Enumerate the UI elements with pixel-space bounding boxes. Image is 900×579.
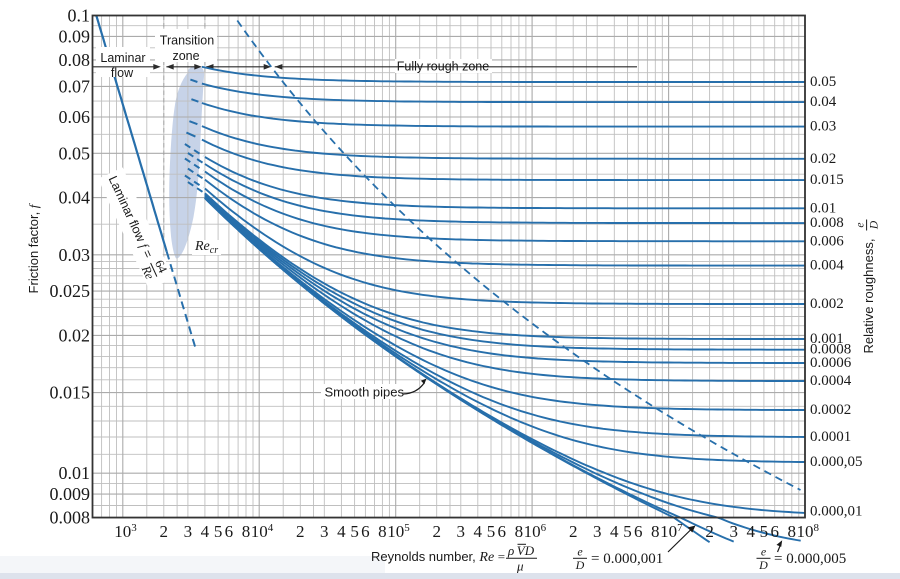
svg-text:0.008: 0.008 <box>50 508 91 528</box>
svg-text:4: 4 <box>746 522 755 541</box>
svg-text:0.006: 0.006 <box>810 233 844 249</box>
svg-text:3: 3 <box>320 522 329 541</box>
svg-text:5: 5 <box>350 522 359 541</box>
svg-text:0.002: 0.002 <box>810 296 844 312</box>
svg-text:0.015: 0.015 <box>810 172 844 188</box>
svg-text:0.000,05: 0.000,05 <box>810 454 863 470</box>
svg-text:3: 3 <box>184 522 193 541</box>
svg-text:D: D <box>575 558 585 572</box>
svg-text:0.03: 0.03 <box>59 245 91 265</box>
svg-text:0.0008: 0.0008 <box>810 342 851 358</box>
svg-text:0.08: 0.08 <box>59 50 91 70</box>
svg-text:8: 8 <box>378 522 387 541</box>
svg-text:0.05: 0.05 <box>59 143 91 163</box>
svg-text:Smooth pipes: Smooth pipes <box>325 385 405 400</box>
svg-text:Reynolds number, Re =: Reynolds number, Re = <box>371 549 505 565</box>
svg-text:3: 3 <box>593 522 602 541</box>
svg-text:0.0004: 0.0004 <box>810 373 852 389</box>
svg-text:0.04: 0.04 <box>810 94 837 110</box>
svg-text:Relative roughness,: Relative roughness, <box>861 239 876 354</box>
svg-text:6: 6 <box>634 522 643 541</box>
svg-text:0.008: 0.008 <box>810 215 844 231</box>
svg-text:4: 4 <box>337 522 346 541</box>
svg-text:0.0001: 0.0001 <box>810 429 851 445</box>
svg-text:6: 6 <box>770 522 779 541</box>
svg-text:e: e <box>577 544 583 558</box>
svg-text:6: 6 <box>361 522 370 541</box>
svg-text:e: e <box>855 222 867 227</box>
svg-text:2: 2 <box>569 522 578 541</box>
svg-text:zone: zone <box>172 49 199 63</box>
svg-text:Transition: Transition <box>160 34 214 48</box>
svg-text:8: 8 <box>515 522 524 541</box>
svg-text:2: 2 <box>160 522 169 541</box>
svg-text:0.000,01: 0.000,01 <box>810 503 863 519</box>
svg-text:Laminar: Laminar <box>100 51 145 65</box>
svg-text:0.02: 0.02 <box>810 151 836 167</box>
svg-text:Friction factor, f: Friction factor, f <box>26 202 41 293</box>
svg-text:0.09: 0.09 <box>59 26 91 46</box>
svg-text:e: e <box>761 544 767 558</box>
svg-text:0.004: 0.004 <box>810 258 844 274</box>
svg-text:4: 4 <box>474 522 483 541</box>
svg-text:0.01: 0.01 <box>810 200 836 216</box>
svg-text:flow: flow <box>111 66 134 80</box>
svg-text:ρVD: ρ VD <box>507 543 535 558</box>
svg-text:μ: μ <box>516 559 524 574</box>
svg-text:0.07: 0.07 <box>59 76 91 96</box>
svg-text:0.02: 0.02 <box>59 325 91 345</box>
svg-text:D: D <box>869 220 881 230</box>
svg-text:5: 5 <box>214 522 223 541</box>
svg-text:0.04: 0.04 <box>59 188 91 208</box>
svg-text:8: 8 <box>242 522 251 541</box>
svg-text:0.015: 0.015 <box>50 383 91 403</box>
svg-text:2: 2 <box>296 522 305 541</box>
svg-text:3: 3 <box>457 522 466 541</box>
svg-text:4: 4 <box>201 522 210 541</box>
svg-text:6: 6 <box>498 522 507 541</box>
svg-text:8: 8 <box>651 522 660 541</box>
svg-text:0.0006: 0.0006 <box>810 355 852 371</box>
svg-text:0.06: 0.06 <box>59 107 91 127</box>
svg-text:6: 6 <box>225 522 234 541</box>
svg-text:= 0.000,001: = 0.000,001 <box>591 551 663 567</box>
svg-text:0.025: 0.025 <box>50 281 91 301</box>
svg-text:4: 4 <box>610 522 619 541</box>
svg-text:5: 5 <box>487 522 496 541</box>
svg-text:0.001: 0.001 <box>810 331 844 347</box>
svg-text:5: 5 <box>760 522 769 541</box>
svg-text:0.03: 0.03 <box>810 119 836 135</box>
svg-text:2: 2 <box>432 522 441 541</box>
svg-text:D: D <box>758 558 768 572</box>
svg-text:2: 2 <box>705 522 714 541</box>
svg-text:Fully rough zone: Fully rough zone <box>397 60 489 74</box>
svg-text:3: 3 <box>729 522 738 541</box>
svg-text:0.009: 0.009 <box>50 484 91 504</box>
svg-text:8: 8 <box>788 522 797 541</box>
svg-text:0.05: 0.05 <box>810 74 836 90</box>
svg-text:= 0.000,005: = 0.000,005 <box>774 551 846 567</box>
svg-text:5: 5 <box>623 522 632 541</box>
svg-text:0.1: 0.1 <box>68 6 91 26</box>
svg-text:0.01: 0.01 <box>59 463 91 483</box>
svg-text:0.0002: 0.0002 <box>810 402 851 418</box>
